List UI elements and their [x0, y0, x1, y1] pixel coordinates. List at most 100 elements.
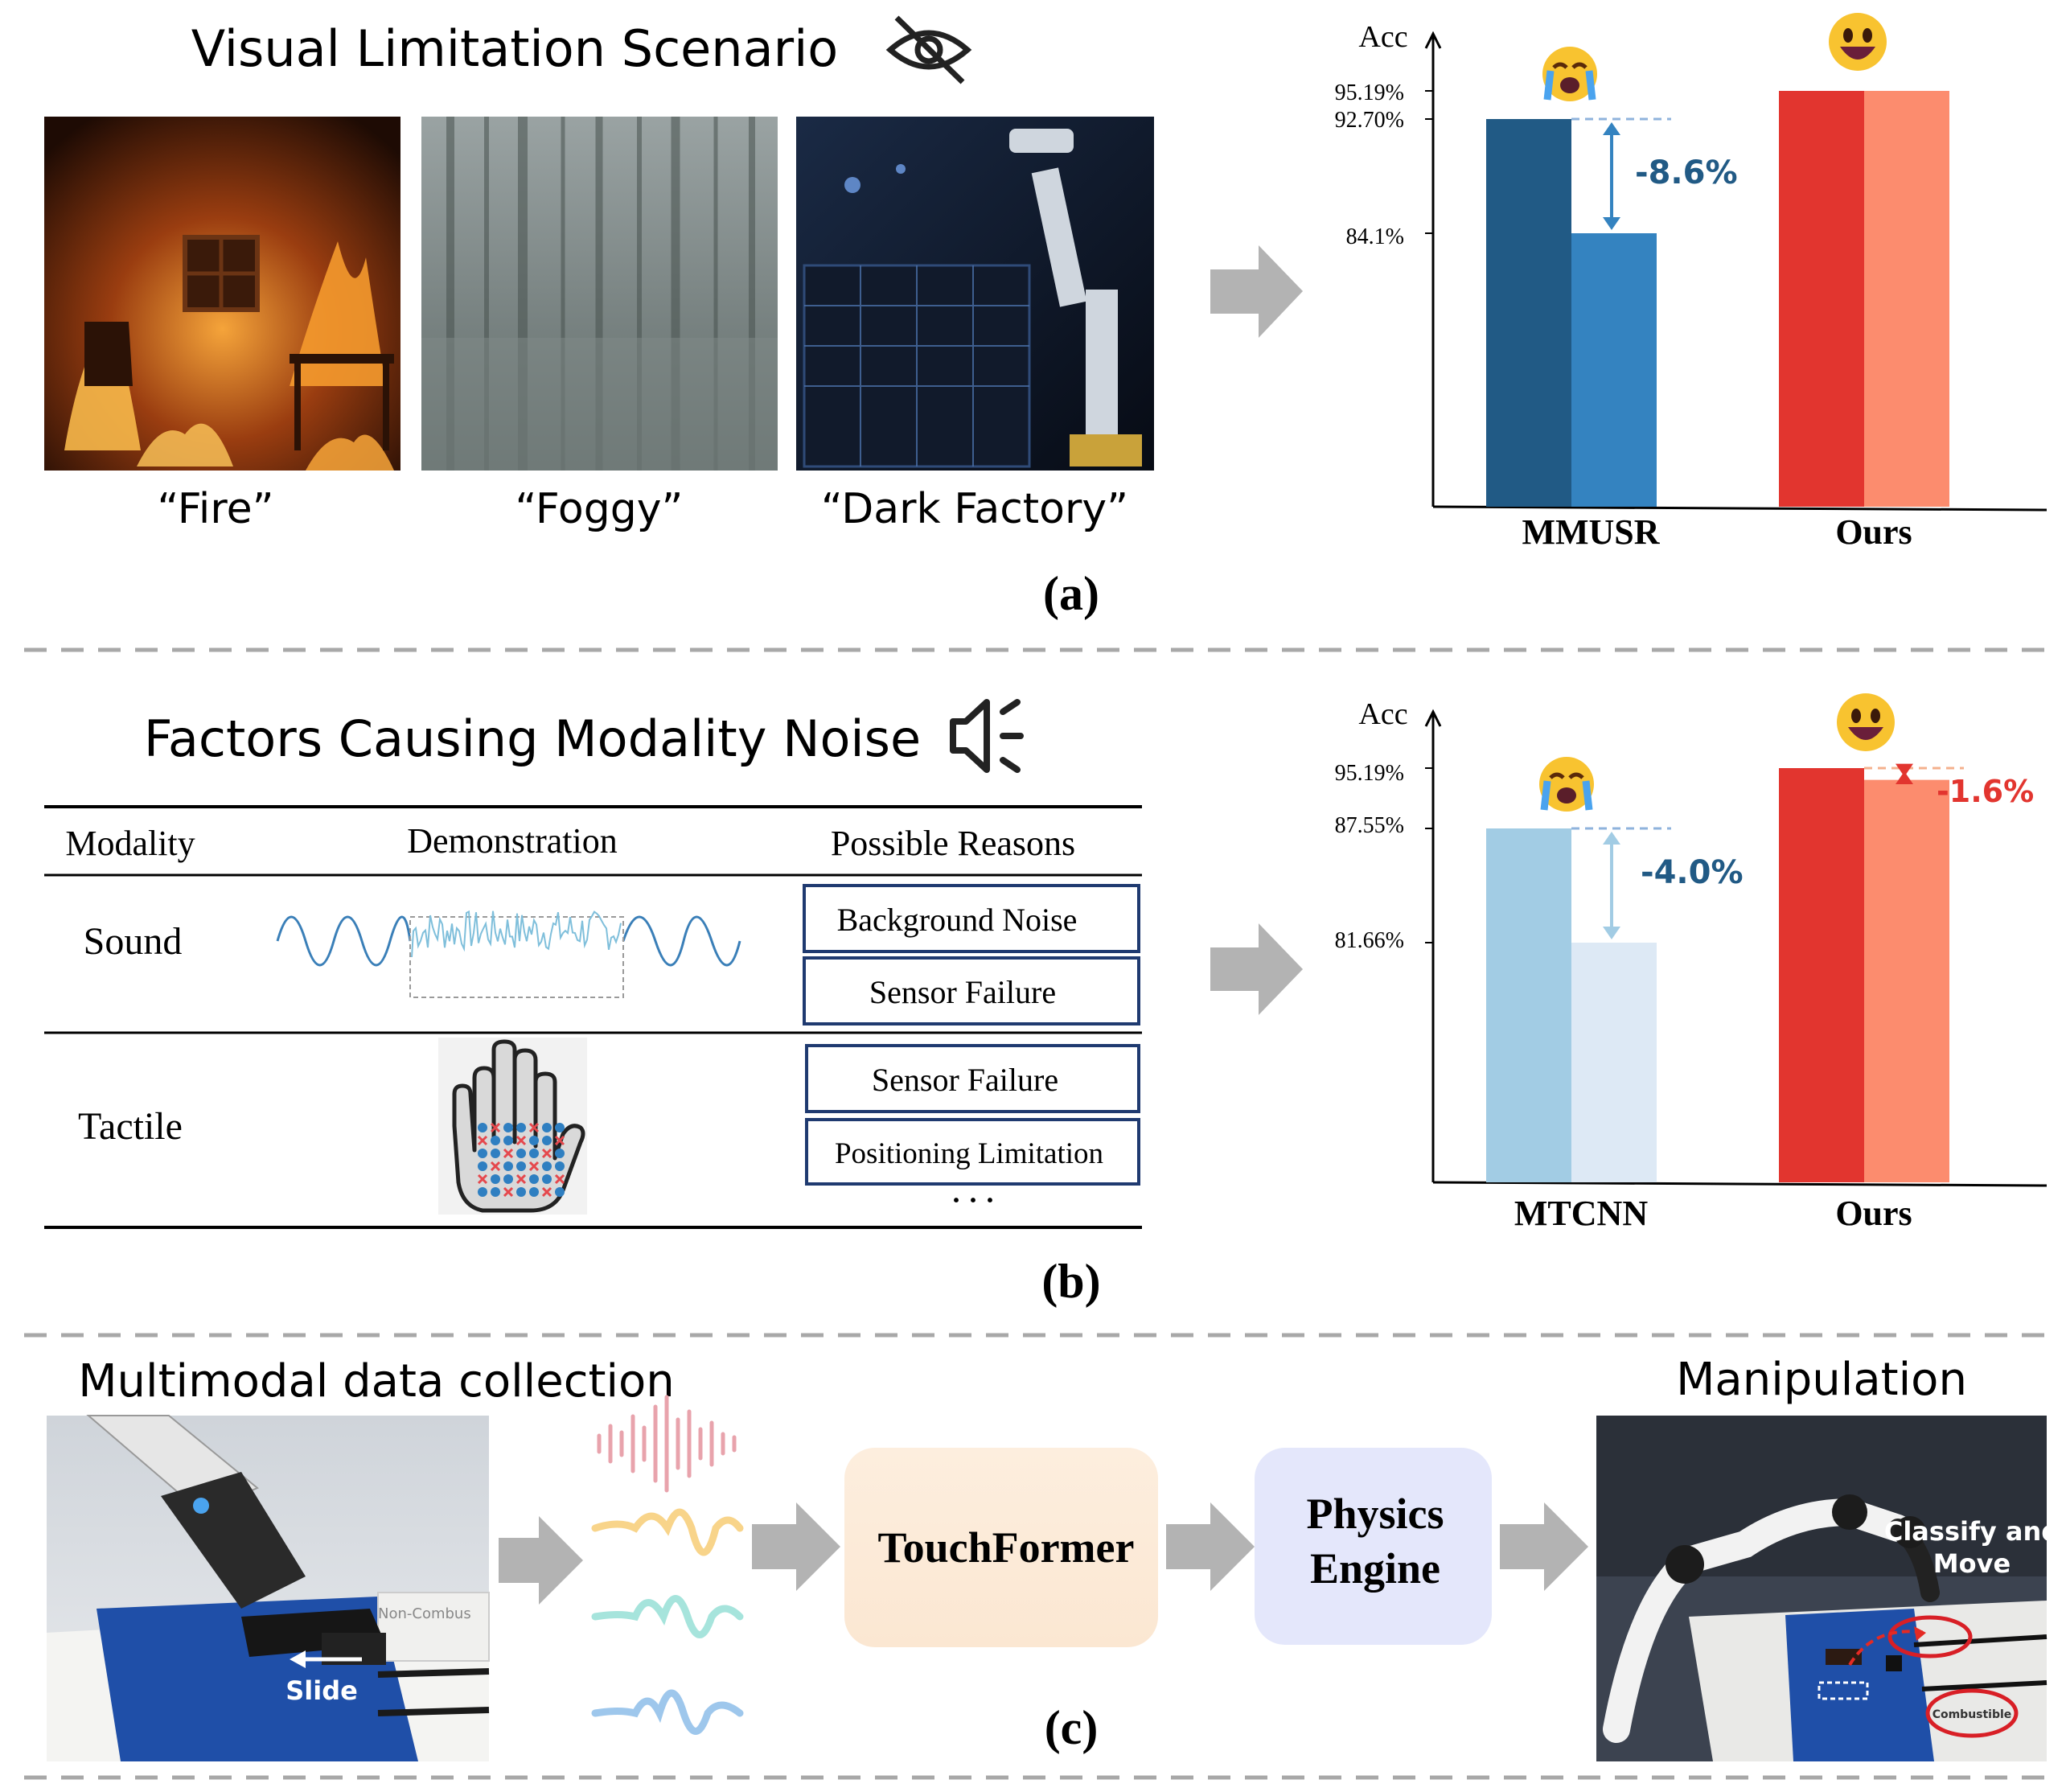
- foggy-scene-image: [421, 117, 778, 471]
- arrow-right-icon: [1166, 1502, 1255, 1591]
- x-axis: [1432, 1181, 2048, 1187]
- table-ellipsis: · · ·: [951, 1184, 995, 1216]
- data-collection-photo: Non-Combus Slide: [47, 1415, 490, 1761]
- tactile-sensor-dot: [516, 1149, 526, 1158]
- tactile-fault-mark: [490, 1161, 501, 1172]
- photo-sign-text: Non-Combus: [378, 1605, 471, 1622]
- crying-face-icon: [1539, 757, 1594, 812]
- tactile-fault-mark: [515, 1135, 527, 1146]
- arrow-right-icon: [752, 1502, 840, 1591]
- arrow-right-icon: [1500, 1502, 1588, 1591]
- panel-c: Multimodal data collection Non-Combus Sl…: [47, 1354, 2060, 1761]
- drop-arrowhead-down-0: [1603, 217, 1620, 230]
- foggy-label: “Foggy”: [515, 485, 684, 533]
- chart-b-drop-label-mtcnn: -4.0%: [1641, 854, 1744, 891]
- panel-a-title: Visual Limitation Scenario: [191, 19, 839, 78]
- tactile-fault-mark: [477, 1173, 488, 1185]
- arrow-right-icon: [499, 1516, 583, 1605]
- tactile-hand-illustration: [438, 1038, 587, 1215]
- chart-a-acc-label: Acc: [1358, 20, 1407, 54]
- panel-b: Factors Causing Modality Noise Modality …: [44, 693, 2048, 1308]
- chart-a-category-1: MMUSR: [1522, 512, 1660, 552]
- tactile-fault-mark: [503, 1186, 514, 1198]
- chart-b-tick-3: 81.66%: [1335, 928, 1404, 953]
- drop-arrowhead-up-0: [1603, 832, 1620, 845]
- tactile-sensor-dot: [555, 1149, 565, 1158]
- tactile-sensor-dot: [542, 1174, 552, 1184]
- reason-box-sensor-failure-2: Sensor Failure: [805, 1044, 1140, 1113]
- tactile-fault-mark: [528, 1161, 540, 1172]
- panel-a-caption: (a): [1043, 567, 1099, 620]
- table-header-demonstration: Demonstration: [407, 821, 618, 861]
- panel-c-right-title: Manipulation: [1676, 1354, 1967, 1406]
- tactile-sensor-dot: [516, 1161, 526, 1171]
- row-sound-modality: Sound: [84, 920, 183, 963]
- fire-label: “Fire”: [157, 485, 273, 533]
- combustible-label: Combustible: [1933, 1708, 2012, 1721]
- tactile-sensor-dot: [478, 1123, 487, 1132]
- fire-scene-image: [44, 117, 400, 471]
- tactile-sensor-dot: [516, 1187, 526, 1197]
- slide-label: Slide: [285, 1675, 358, 1706]
- x-axis: [1432, 505, 2048, 512]
- physics-engine-label-line2: Engine: [1310, 1544, 1440, 1593]
- drop-arrowhead-down-0: [1603, 927, 1620, 939]
- grinning-face-icon: [1829, 13, 1887, 71]
- tactile-sensor-dot: [542, 1123, 552, 1132]
- bar-mmusr-0: [1486, 119, 1571, 507]
- manipulation-photo: Combustible Classify and Move: [1596, 1416, 2060, 1761]
- table-header-reasons: Possible Reasons: [831, 824, 1075, 863]
- tactile-sensor-dot: [555, 1187, 565, 1197]
- classify-label-line2: Move: [1933, 1548, 2011, 1579]
- row-tactile-modality: Tactile: [78, 1105, 183, 1148]
- tactile-sensor-dot: [503, 1136, 513, 1145]
- grinning-face-icon: [1837, 693, 1895, 751]
- tactile-sensor-dot: [529, 1149, 539, 1158]
- reason-box-background-noise: Background Noise: [803, 884, 1140, 953]
- tactile-fault-mark: [490, 1122, 501, 1133]
- chart-b-tick-2: 87.55%: [1335, 813, 1404, 838]
- tactile-sensor-dot: [491, 1149, 500, 1158]
- reason-sensor-failure-1: Sensor Failure: [869, 974, 1056, 1010]
- classify-label-line1: Classify and: [1884, 1516, 2060, 1547]
- tactile-sensor-dot: [542, 1161, 552, 1171]
- tactile-fault-mark: [515, 1173, 527, 1185]
- chart-a-tick-1: 95.19%: [1335, 80, 1404, 105]
- panel-b-caption: (b): [1041, 1255, 1100, 1308]
- drop-arrowhead-down-1: [1896, 763, 1913, 777]
- tactile-sensor-dot: [529, 1187, 539, 1197]
- dark-factory-label: “Dark Factory”: [821, 485, 1128, 533]
- touchformer-box: TouchFormer: [844, 1448, 1158, 1647]
- panel-b-title: Factors Causing Modality Noise: [144, 709, 921, 768]
- physics-engine-label-line1: Physics: [1306, 1490, 1444, 1538]
- sound-waveform-illustration: [276, 910, 741, 998]
- tactile-sensor-dot: [491, 1174, 500, 1184]
- tactile-sensor-dot: [555, 1123, 565, 1132]
- chart-a: Acc 95.19% 92.70% 84.1% MMUSR Ours -8.6%: [1335, 13, 2048, 552]
- physics-engine-box: Physics Engine: [1255, 1448, 1492, 1645]
- tactile-sensor-dot: [478, 1149, 487, 1158]
- table-header-modality: Modality: [65, 824, 195, 863]
- multimodal-signal-waveforms: [591, 1395, 744, 1735]
- bar-mtcnn-1: [1571, 943, 1657, 1182]
- dark-factory-scene-image: [796, 117, 1154, 471]
- bar-ours-0: [1779, 91, 1864, 507]
- bar-ours-1: [1864, 779, 1949, 1182]
- chart-b: Acc 95.19% 87.55% 81.66% MTCNN Ours -4.0…: [1335, 693, 2048, 1233]
- panel-c-caption: (c): [1045, 1701, 1099, 1754]
- bar-mtcnn-0: [1486, 828, 1571, 1182]
- panel-a: Visual Limitation Scenario “Fire”: [44, 13, 2048, 620]
- drop-arrowhead-up-1: [1896, 771, 1913, 784]
- tactile-sensor-dot: [491, 1187, 500, 1197]
- chart-b-category-2: Ours: [1835, 1194, 1912, 1233]
- y-axis-arrow: [1424, 709, 1442, 727]
- arrow-right-icon: [1210, 245, 1303, 338]
- tactile-sensor-dot: [503, 1174, 513, 1184]
- reason-sensor-failure-2: Sensor Failure: [872, 1062, 1058, 1098]
- tactile-sensor-dot: [529, 1174, 539, 1184]
- reason-box-positioning-limitation: Positioning Limitation: [805, 1118, 1140, 1186]
- tactile-fault-mark: [528, 1122, 540, 1133]
- tactile-sensor-dot: [555, 1161, 565, 1171]
- tactile-sensor-dot: [516, 1123, 526, 1132]
- tactile-sensor-dot: [529, 1136, 539, 1145]
